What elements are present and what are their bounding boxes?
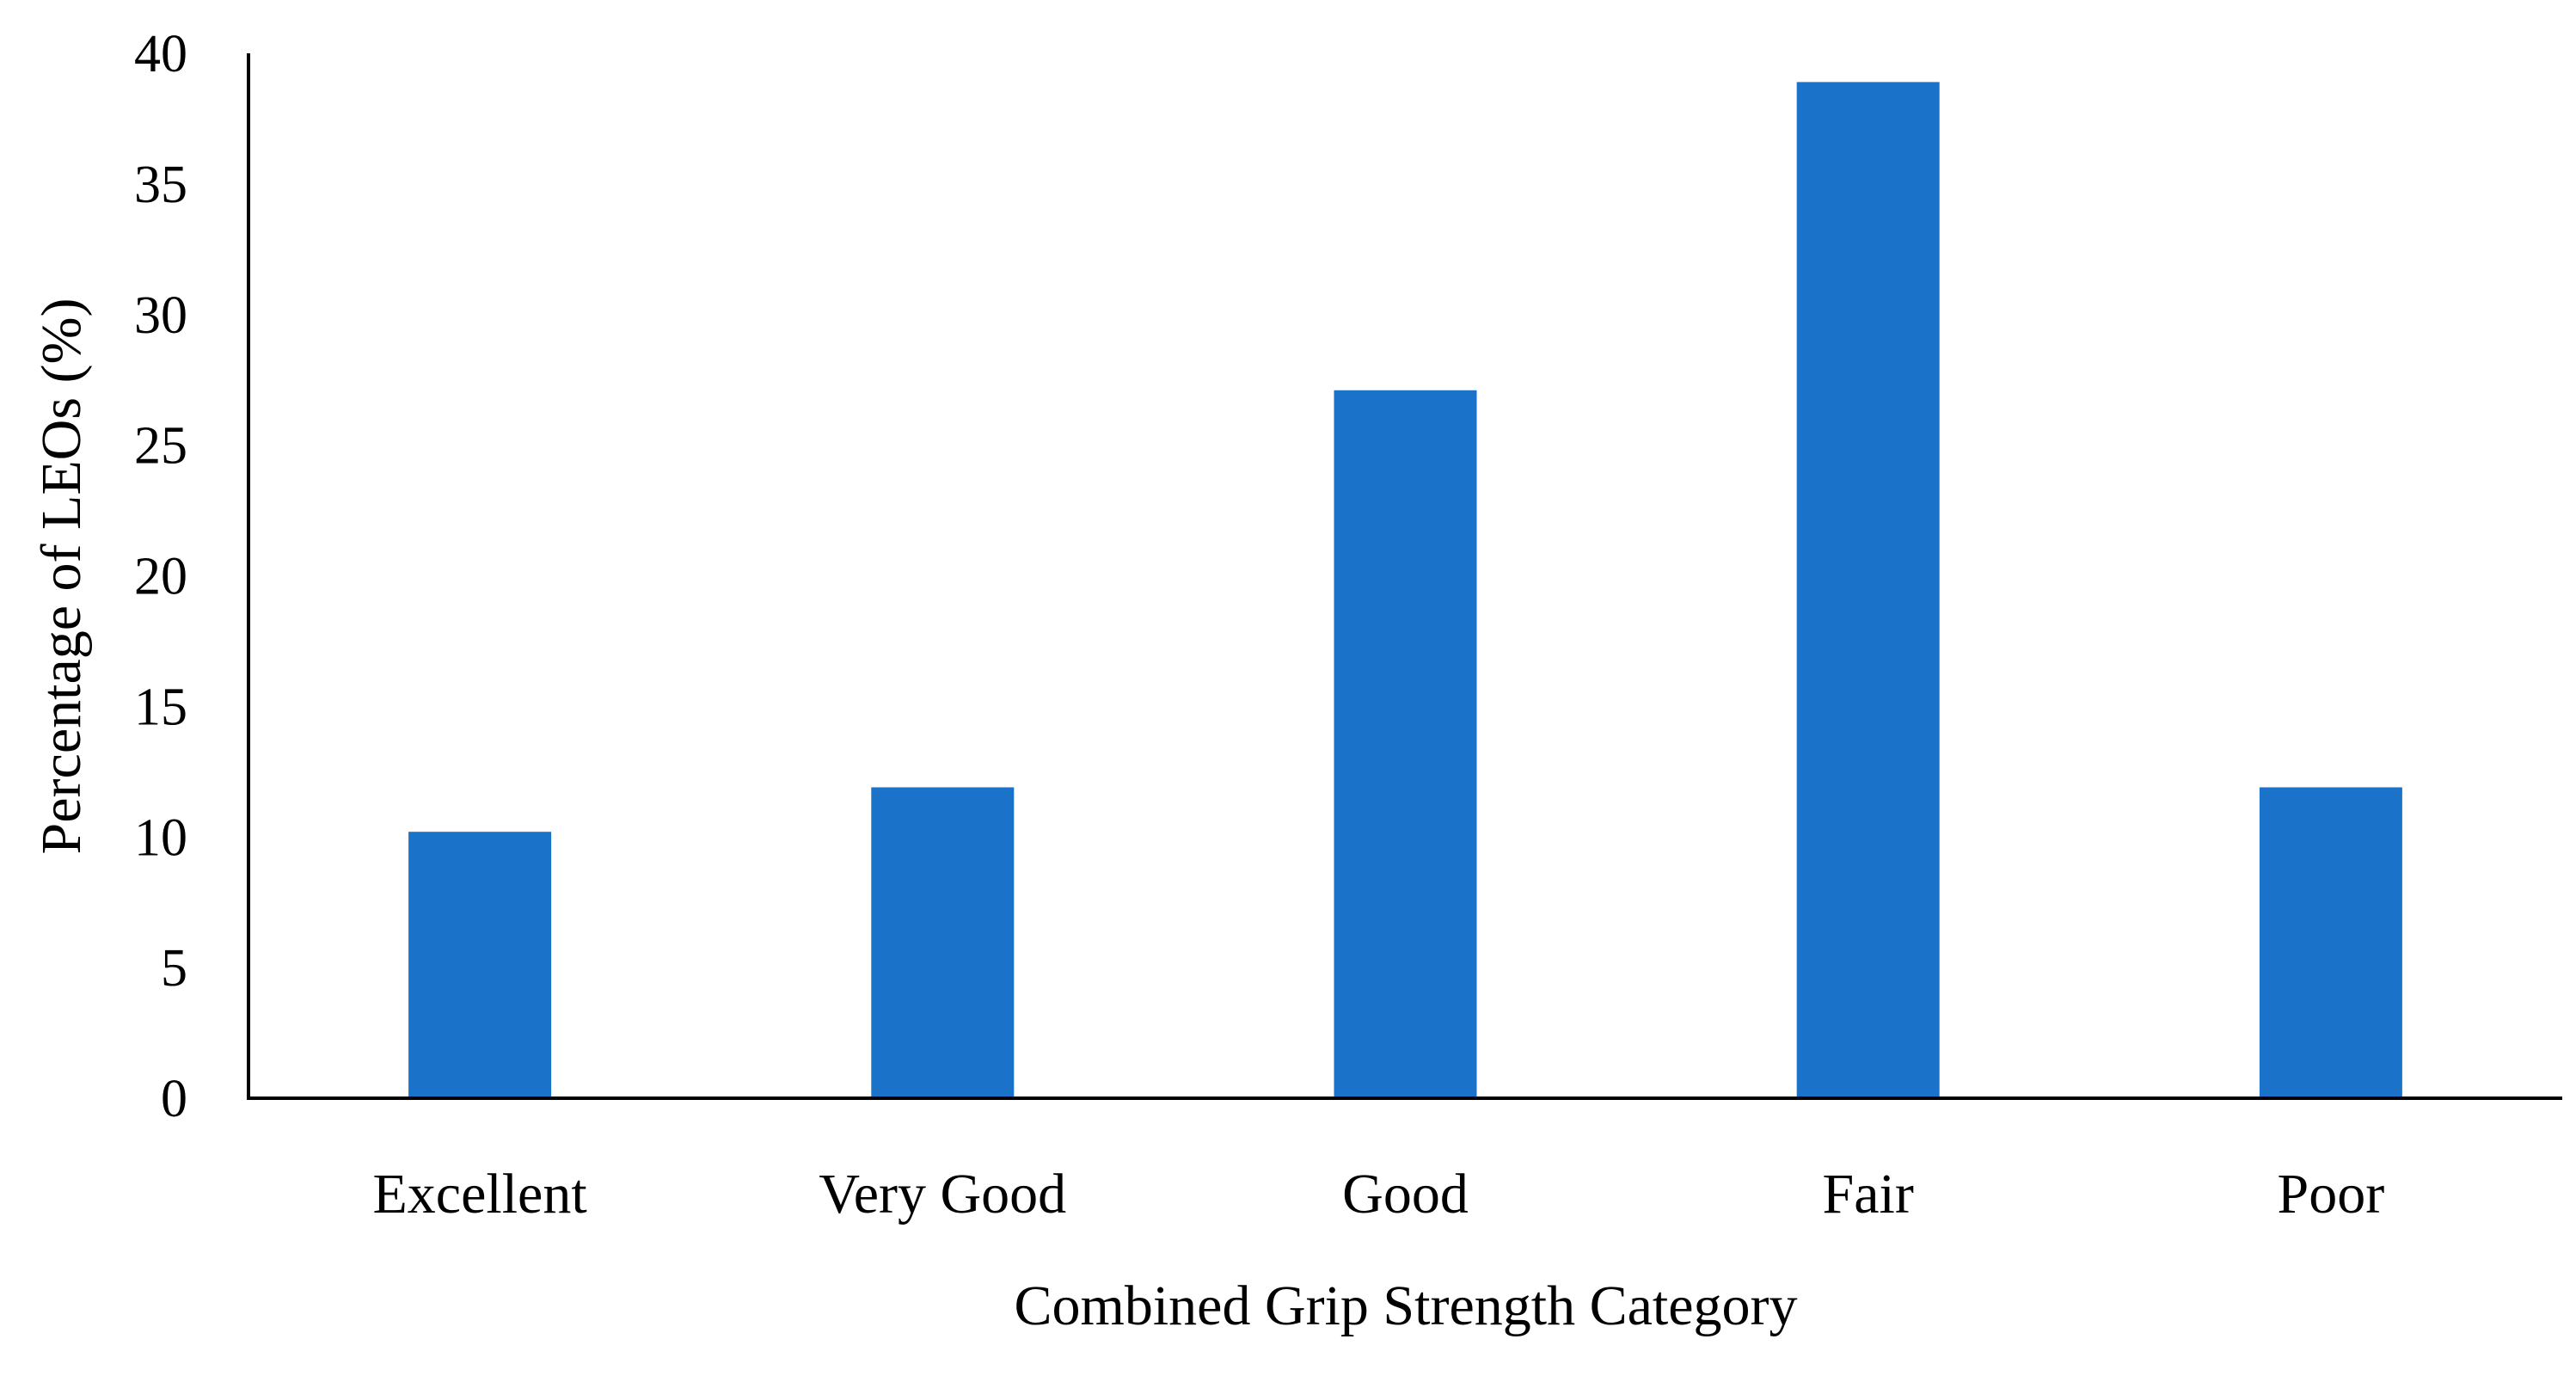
y-tick-label: 40 xyxy=(134,25,187,83)
x-tick-label: Fair xyxy=(1823,1163,1914,1226)
y-tick-labels: 0 5 10 15 20 25 30 35 40 xyxy=(134,25,187,1128)
x-category-labels: Excellent Very Good Good Fair Poor xyxy=(372,1163,2384,1226)
y-tick-label: 35 xyxy=(134,156,187,214)
x-tick-label: Poor xyxy=(2278,1163,2385,1226)
y-tick-label: 5 xyxy=(161,939,187,998)
y-tick-label: 25 xyxy=(134,417,187,476)
y-tick-label: 0 xyxy=(161,1070,187,1128)
bars-layer xyxy=(408,82,2402,1098)
bar-good xyxy=(1334,390,1477,1098)
x-axis-title: Combined Grip Strength Category xyxy=(1014,1275,1797,1337)
bar-poor xyxy=(2259,787,2402,1098)
bar-very-good xyxy=(871,787,1015,1098)
y-tick-label: 15 xyxy=(134,678,187,736)
x-tick-label: Good xyxy=(1342,1163,1469,1226)
x-tick-label: Very Good xyxy=(819,1163,1066,1226)
y-tick-label: 30 xyxy=(134,286,187,345)
y-axis-title: Percentage of LEOs (%) xyxy=(30,298,93,855)
y-tick-label: 20 xyxy=(134,548,187,606)
x-tick-label: Excellent xyxy=(372,1163,586,1226)
y-tick-label: 10 xyxy=(134,808,187,867)
bar-fair xyxy=(1796,82,1940,1098)
bar-excellent xyxy=(408,832,552,1098)
